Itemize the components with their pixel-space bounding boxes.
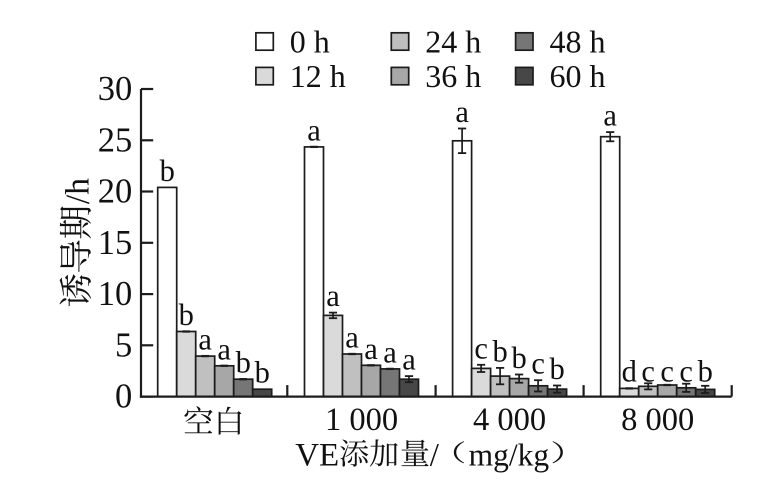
svg-text:5: 5 xyxy=(115,326,132,364)
svg-text:c: c xyxy=(474,331,488,365)
svg-text:a: a xyxy=(217,332,231,366)
svg-text:60 h: 60 h xyxy=(550,58,606,94)
svg-text:c: c xyxy=(660,354,674,388)
svg-text:24 h: 24 h xyxy=(425,24,481,60)
svg-text:VE: VE xyxy=(295,438,339,474)
svg-text:d: d xyxy=(622,354,637,388)
svg-text:4 000: 4 000 xyxy=(473,402,546,438)
svg-text:36 h: 36 h xyxy=(425,58,481,94)
svg-text:c: c xyxy=(679,354,693,388)
svg-text:b: b xyxy=(698,354,713,388)
svg-text:a: a xyxy=(455,95,469,129)
svg-text:a: a xyxy=(402,343,416,377)
svg-text:b: b xyxy=(179,298,194,332)
svg-text:a: a xyxy=(603,99,617,133)
svg-text:10: 10 xyxy=(98,275,133,313)
svg-text:a: a xyxy=(345,321,359,355)
svg-text:/h: /h xyxy=(59,178,96,204)
svg-text:b: b xyxy=(255,356,270,390)
svg-text:b: b xyxy=(549,352,564,386)
svg-text:mg/kg: mg/kg xyxy=(469,438,550,473)
svg-text:30: 30 xyxy=(98,70,133,108)
svg-text:b: b xyxy=(492,334,507,368)
svg-text:b: b xyxy=(511,341,526,375)
svg-text:12 h: 12 h xyxy=(290,58,346,94)
svg-text:/: / xyxy=(430,438,440,474)
svg-text:0 h: 0 h xyxy=(290,24,330,60)
svg-text:c: c xyxy=(531,347,545,381)
svg-text:25: 25 xyxy=(98,121,133,159)
svg-text:0: 0 xyxy=(115,378,132,416)
svg-text:1 000: 1 000 xyxy=(325,402,398,438)
svg-text:a: a xyxy=(198,323,212,357)
svg-text:a: a xyxy=(364,332,378,366)
svg-text:b: b xyxy=(160,154,175,188)
svg-text:a: a xyxy=(383,335,397,369)
svg-text:b: b xyxy=(236,346,251,380)
svg-text:48 h: 48 h xyxy=(550,24,606,60)
svg-text:a: a xyxy=(307,113,321,147)
svg-text:c: c xyxy=(641,354,655,388)
svg-text:15: 15 xyxy=(98,224,133,262)
svg-text:20: 20 xyxy=(98,173,133,211)
svg-text:a: a xyxy=(326,279,340,313)
svg-text:8 000: 8 000 xyxy=(621,402,694,438)
